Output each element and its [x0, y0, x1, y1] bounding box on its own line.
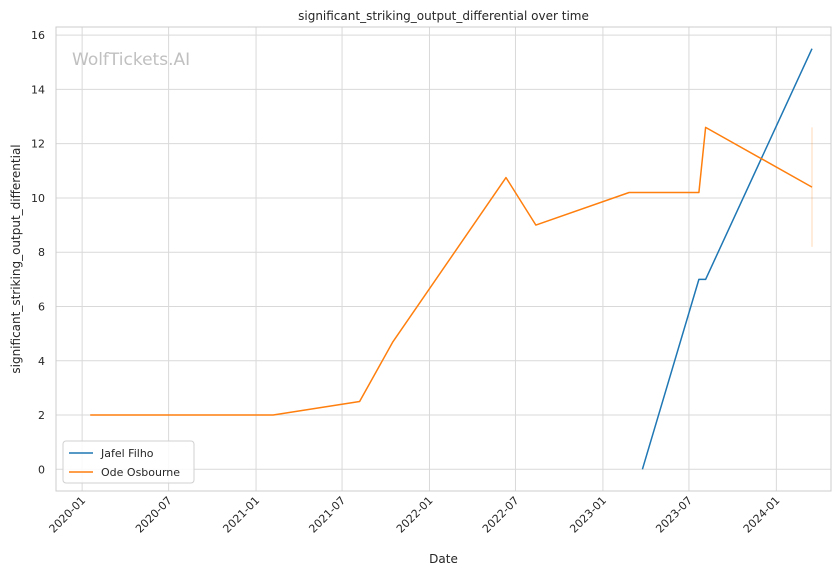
x-tick-label: 2021-07	[306, 494, 348, 536]
x-tick-label: 2022-01	[394, 494, 436, 536]
y-tick-label: 0	[38, 463, 45, 476]
y-tick-label: 4	[38, 355, 45, 368]
x-tick-label: 2023-01	[567, 494, 609, 536]
legend-label: Jafel Filho	[100, 447, 154, 460]
series-line	[90, 126, 813, 416]
x-tick-label: 2023-07	[653, 494, 695, 536]
y-axis-title: significant_striking_output_differential	[9, 144, 23, 373]
legend: Jafel Filho Ode Osbourne	[62, 440, 195, 484]
y-tick-label: 10	[31, 192, 45, 205]
y-tick-label: 8	[38, 246, 45, 259]
y-tick-label: 14	[31, 83, 45, 96]
x-tick-label: 2020-01	[47, 494, 89, 536]
x-tick-label: 2024-01	[741, 494, 783, 536]
x-tick-label: 2021-01	[220, 494, 262, 536]
x-axis-ticks: 2020-01 2020-07 2021-01 2021-07 2022-01 2022-…	[47, 494, 783, 536]
y-axis-ticks: 0 2 4 6 8 10 12 14 16	[31, 29, 45, 476]
y-tick-label: 6	[38, 300, 45, 313]
x-axis-title: Date	[429, 552, 458, 566]
y-tick-label: 2	[38, 409, 45, 422]
series-lines	[90, 48, 813, 470]
x-tick-label: 2022-07	[480, 494, 522, 536]
y-tick-label: 12	[31, 138, 45, 151]
plot-area	[55, 26, 832, 492]
legend-label: Ode Osbourne	[101, 466, 180, 479]
x-tick-label: 2020-07	[133, 494, 175, 536]
y-tick-label: 16	[31, 29, 45, 42]
series-line	[641, 48, 813, 470]
chart-title: significant_striking_output_differential…	[298, 9, 589, 23]
watermark-text: WolfTickets.AI	[72, 50, 190, 70]
legend-box	[62, 440, 195, 484]
